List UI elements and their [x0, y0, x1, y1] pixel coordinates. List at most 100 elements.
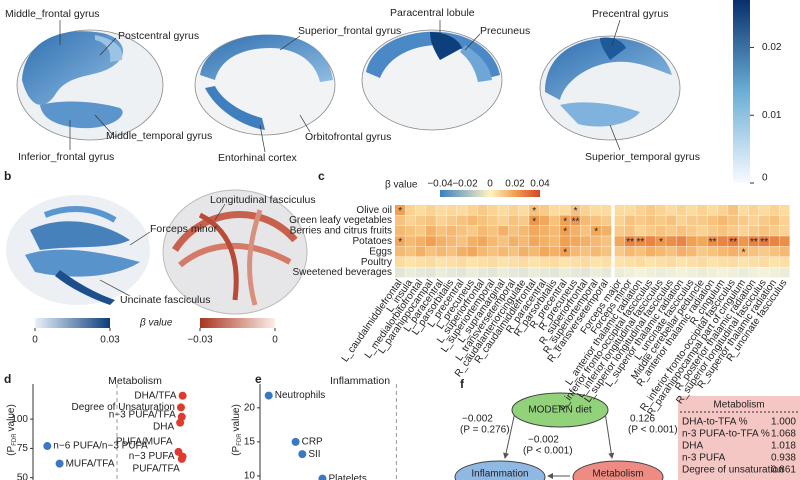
region-label: Inferior_frontal gyrus	[18, 151, 114, 163]
region-label: Superior_frontal gyrus	[298, 25, 401, 37]
heat-cell	[415, 257, 426, 267]
heat-cell	[415, 205, 426, 215]
point	[298, 450, 307, 459]
point	[177, 454, 186, 463]
heat-cell	[560, 246, 570, 257]
heat-cell	[467, 246, 478, 257]
region-label: Postcentral gyrus	[118, 30, 199, 42]
significance-label: **	[572, 216, 580, 227]
heat-cell	[529, 205, 540, 215]
table-cell: Degree of unsaturation	[682, 465, 784, 476]
heat-cell	[560, 257, 570, 267]
heat-cell	[769, 246, 780, 257]
heat-cell	[666, 246, 677, 257]
heat-cell	[508, 205, 519, 215]
point-label: DHA	[153, 421, 174, 432]
node-label: MODERN diet	[528, 405, 592, 416]
heat-cell	[676, 215, 687, 226]
heat-cell	[508, 215, 519, 226]
heat-cell	[425, 246, 436, 257]
heat-cell	[498, 267, 509, 278]
heat-cell	[666, 225, 677, 236]
heat-cell	[477, 236, 488, 247]
heat-cell	[655, 205, 666, 215]
heat-cell	[748, 267, 759, 278]
heat-cell	[580, 267, 591, 278]
heat-cell	[728, 257, 739, 267]
heat-cell	[769, 205, 780, 215]
point	[178, 391, 187, 400]
row-label: Eggs	[369, 246, 392, 257]
node	[572, 460, 664, 480]
brain-lateral-left	[16, 29, 164, 141]
colorbar-tick-label: 0.02	[505, 179, 525, 190]
y-axis-label: (PFDR value)	[231, 404, 243, 456]
point-label: DHA/TFA	[134, 390, 177, 401]
y-tick-label: 100	[11, 414, 28, 425]
point	[264, 391, 273, 400]
heat-cell	[518, 236, 529, 247]
row-label: Poultry	[361, 257, 392, 268]
heat-cell	[591, 215, 601, 226]
arrow	[604, 411, 615, 459]
heat-cell	[728, 205, 739, 215]
panel-label: b	[4, 169, 11, 183]
heat-cell	[456, 246, 467, 257]
heat-cell	[697, 246, 708, 257]
node-label: Metabolism	[592, 469, 643, 480]
heat-cell	[676, 236, 687, 247]
heat-cell	[425, 257, 436, 267]
y-axis-label-part: value)	[231, 404, 242, 431]
heat-cell	[591, 257, 601, 267]
panel-label: d	[4, 372, 11, 386]
heat-cell	[759, 236, 769, 247]
heat-cell	[498, 257, 509, 267]
heat-cell	[601, 267, 612, 278]
heat-cell	[467, 267, 478, 278]
heat-cell	[645, 205, 656, 215]
heat-cell	[769, 225, 780, 236]
heat-cell	[635, 246, 646, 257]
heat-cell	[697, 215, 708, 226]
table-cell: 0.938	[771, 453, 796, 464]
tract-red	[162, 189, 308, 315]
heat-cell	[624, 246, 635, 257]
heat-cell	[624, 257, 635, 267]
heat-cell	[425, 205, 436, 215]
point-label: n−3 PUFA	[129, 451, 175, 462]
point	[176, 403, 185, 412]
heat-cell	[395, 257, 405, 267]
heat-cell	[549, 205, 560, 215]
heat-cell	[601, 205, 612, 215]
y-axis-label-part: value)	[6, 404, 17, 431]
colorbar-tick-label: 0.01	[762, 110, 782, 121]
heat-cell	[738, 225, 749, 236]
brain-medial-left	[194, 34, 336, 136]
heat-cell	[707, 236, 718, 247]
heat-cell	[560, 236, 570, 247]
heat-cell	[728, 267, 739, 278]
heat-cell	[570, 215, 581, 226]
heat-cell	[769, 267, 780, 278]
heat-cell	[487, 205, 498, 215]
heat-cell	[635, 215, 646, 226]
heat-cell	[570, 267, 581, 278]
heat-cell	[738, 257, 749, 267]
heat-cell	[487, 236, 498, 247]
significance-label: *	[563, 227, 567, 238]
heat-cell	[580, 205, 591, 215]
heat-cell	[436, 205, 447, 215]
colorbar	[200, 318, 275, 328]
heat-cell	[759, 257, 769, 267]
heat-cell	[539, 267, 550, 278]
heat-cell	[759, 215, 769, 226]
heat-cell	[487, 257, 498, 267]
heat-cell	[591, 205, 601, 215]
heat-cell	[487, 246, 498, 257]
heat-cell	[635, 205, 646, 215]
heat-cell	[769, 236, 780, 247]
heat-cell	[425, 267, 436, 278]
significance-label: *	[398, 237, 402, 248]
heat-cell	[580, 215, 591, 226]
